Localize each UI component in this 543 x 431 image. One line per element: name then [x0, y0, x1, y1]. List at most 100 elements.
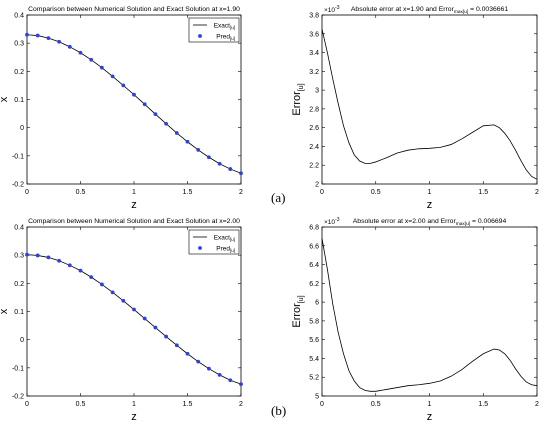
axis-exponent: ×10-3 [324, 5, 340, 14]
x-tick-label: 1.5 [478, 189, 488, 196]
x-tick-label: 0 [25, 189, 29, 196]
chart-1: 0 0.5 1 1.5 2 -0.2 -0.1 0 0.1 0.2 0.3 0.4 Comparison… [0, 6, 243, 211]
y-tick-label: 3.8 [309, 13, 319, 20]
chart-3: 0 0.5 1 1.5 2 -0.2 -0.1 0 0.1 0.2 0.3 0.4 Comparison… [0, 218, 243, 423]
data-point [89, 57, 94, 62]
x-tick-label: 2 [535, 189, 539, 196]
y-tick-label: 2.6 [309, 125, 319, 132]
data-point [207, 366, 211, 371]
panel-label-b: (b) [271, 403, 287, 418]
data-point [132, 92, 136, 97]
data-point [132, 307, 136, 312]
y-tick-label: 3.2 [309, 69, 319, 76]
y-tick-label: 6.6 [309, 243, 319, 250]
data-point [25, 32, 29, 37]
legend-label: Exact[u] [214, 235, 235, 243]
x-tick-label: 0 [320, 189, 324, 196]
data-point [164, 334, 169, 339]
y-tick-label: 6.2 [309, 281, 319, 288]
data-point [67, 44, 72, 49]
y-tick-label: 2 [315, 182, 319, 189]
chart-4: 0 0.5 1 1.5 2 5 5.2 5.4 5.6 5.8 6 6.2 6.4 6.6 6.8 Absol… [291, 217, 539, 423]
y-tick-label: 5.4 [309, 356, 319, 363]
x-axis-label: z [427, 199, 433, 211]
x-axis-label: z [131, 411, 137, 423]
y-axis-label: Error[u] [291, 295, 305, 327]
data-point [57, 258, 61, 263]
x-tick-label: 0 [25, 401, 29, 408]
data-point [153, 112, 158, 117]
data-point [67, 263, 72, 268]
x-axis-label: z [131, 199, 137, 211]
chart-title: Comparison between Numerical Solution an… [28, 218, 240, 225]
y-tick-label: 5.8 [309, 318, 319, 325]
y-tick-label: 2.2 [309, 163, 319, 170]
plot-area [321, 14, 538, 185]
x-tick-label: 1 [132, 401, 136, 408]
y-axis-label: x [0, 96, 10, 102]
x-axis-label: z [427, 411, 433, 423]
x-tick-label: 1 [132, 189, 136, 196]
y-tick-label: 2.4 [309, 144, 319, 151]
y-tick-label: 2.8 [309, 106, 319, 113]
data-point [110, 74, 115, 79]
x-tick-label: 1.5 [183, 401, 193, 408]
x-tick-label: 1.5 [478, 401, 488, 408]
data-point [174, 343, 179, 348]
y-tick-label: 5.6 [309, 337, 319, 344]
data-point [57, 39, 61, 44]
y-tick-label: 0.1 [14, 97, 24, 104]
legend-marker-swatch [198, 34, 202, 38]
data-point [46, 255, 51, 260]
y-tick-label: 0.2 [14, 281, 24, 288]
y-tick-label: 0.2 [14, 69, 24, 76]
y-tick-label: 3.6 [309, 31, 319, 38]
legend-label: Exact[u] [214, 23, 235, 31]
y-tick-label: 6.8 [309, 225, 319, 232]
series-line [321, 238, 538, 392]
legend: Exact[u] Pred[u] [188, 17, 240, 43]
y-tick-label: -0.2 [12, 182, 24, 189]
data-point [185, 351, 190, 356]
chart-title: Absolute error at x=2.00 and Errormax[u]… [353, 218, 507, 227]
x-tick-label: 1 [428, 401, 432, 408]
plot-area [321, 226, 538, 397]
data-point [207, 155, 211, 160]
y-tick-label: 0 [20, 337, 24, 344]
legend-label: Pred[u] [216, 34, 235, 42]
x-tick-label: 0 [320, 401, 324, 408]
y-axis-label: x [0, 308, 10, 314]
data-point [121, 83, 126, 88]
y-tick-label: 0 [20, 125, 24, 132]
data-point [78, 268, 83, 273]
y-tick-label: 3.4 [309, 50, 319, 57]
y-tick-label: 5.2 [309, 375, 319, 382]
data-point [100, 282, 104, 287]
data-point [35, 253, 40, 258]
y-tick-label: 0.3 [14, 253, 24, 260]
data-point [89, 275, 94, 280]
data-point [196, 148, 201, 152]
x-tick-label: 2 [239, 189, 243, 196]
legend-label: Pred[u] [216, 246, 235, 254]
data-point [153, 325, 158, 330]
data-point [217, 372, 222, 377]
data-point [228, 167, 233, 171]
y-tick-label: 6 [315, 300, 319, 307]
data-point [174, 131, 179, 135]
data-point [110, 290, 115, 295]
axis-exponent: ×10-3 [324, 217, 340, 226]
y-tick-label: -0.1 [12, 153, 24, 160]
chart-2: 0 0.5 1 1.5 2 2 2.2 2.4 2.6 2.8 3 3.2 3.4 3.6 3.8 Absol… [291, 5, 539, 211]
x-tick-label: 1.5 [183, 189, 193, 196]
chart-title: Absolute error at x=1.90 and Errormax[u]… [351, 6, 508, 15]
x-tick-label: 2 [239, 401, 243, 408]
y-tick-label: 3 [315, 88, 319, 95]
legend-box [188, 17, 240, 43]
y-tick-label: 0.4 [14, 13, 24, 20]
y-tick-label: 6.4 [309, 262, 319, 269]
y-tick-label: -0.1 [12, 365, 24, 372]
data-point [100, 65, 104, 70]
data-point [164, 121, 169, 126]
